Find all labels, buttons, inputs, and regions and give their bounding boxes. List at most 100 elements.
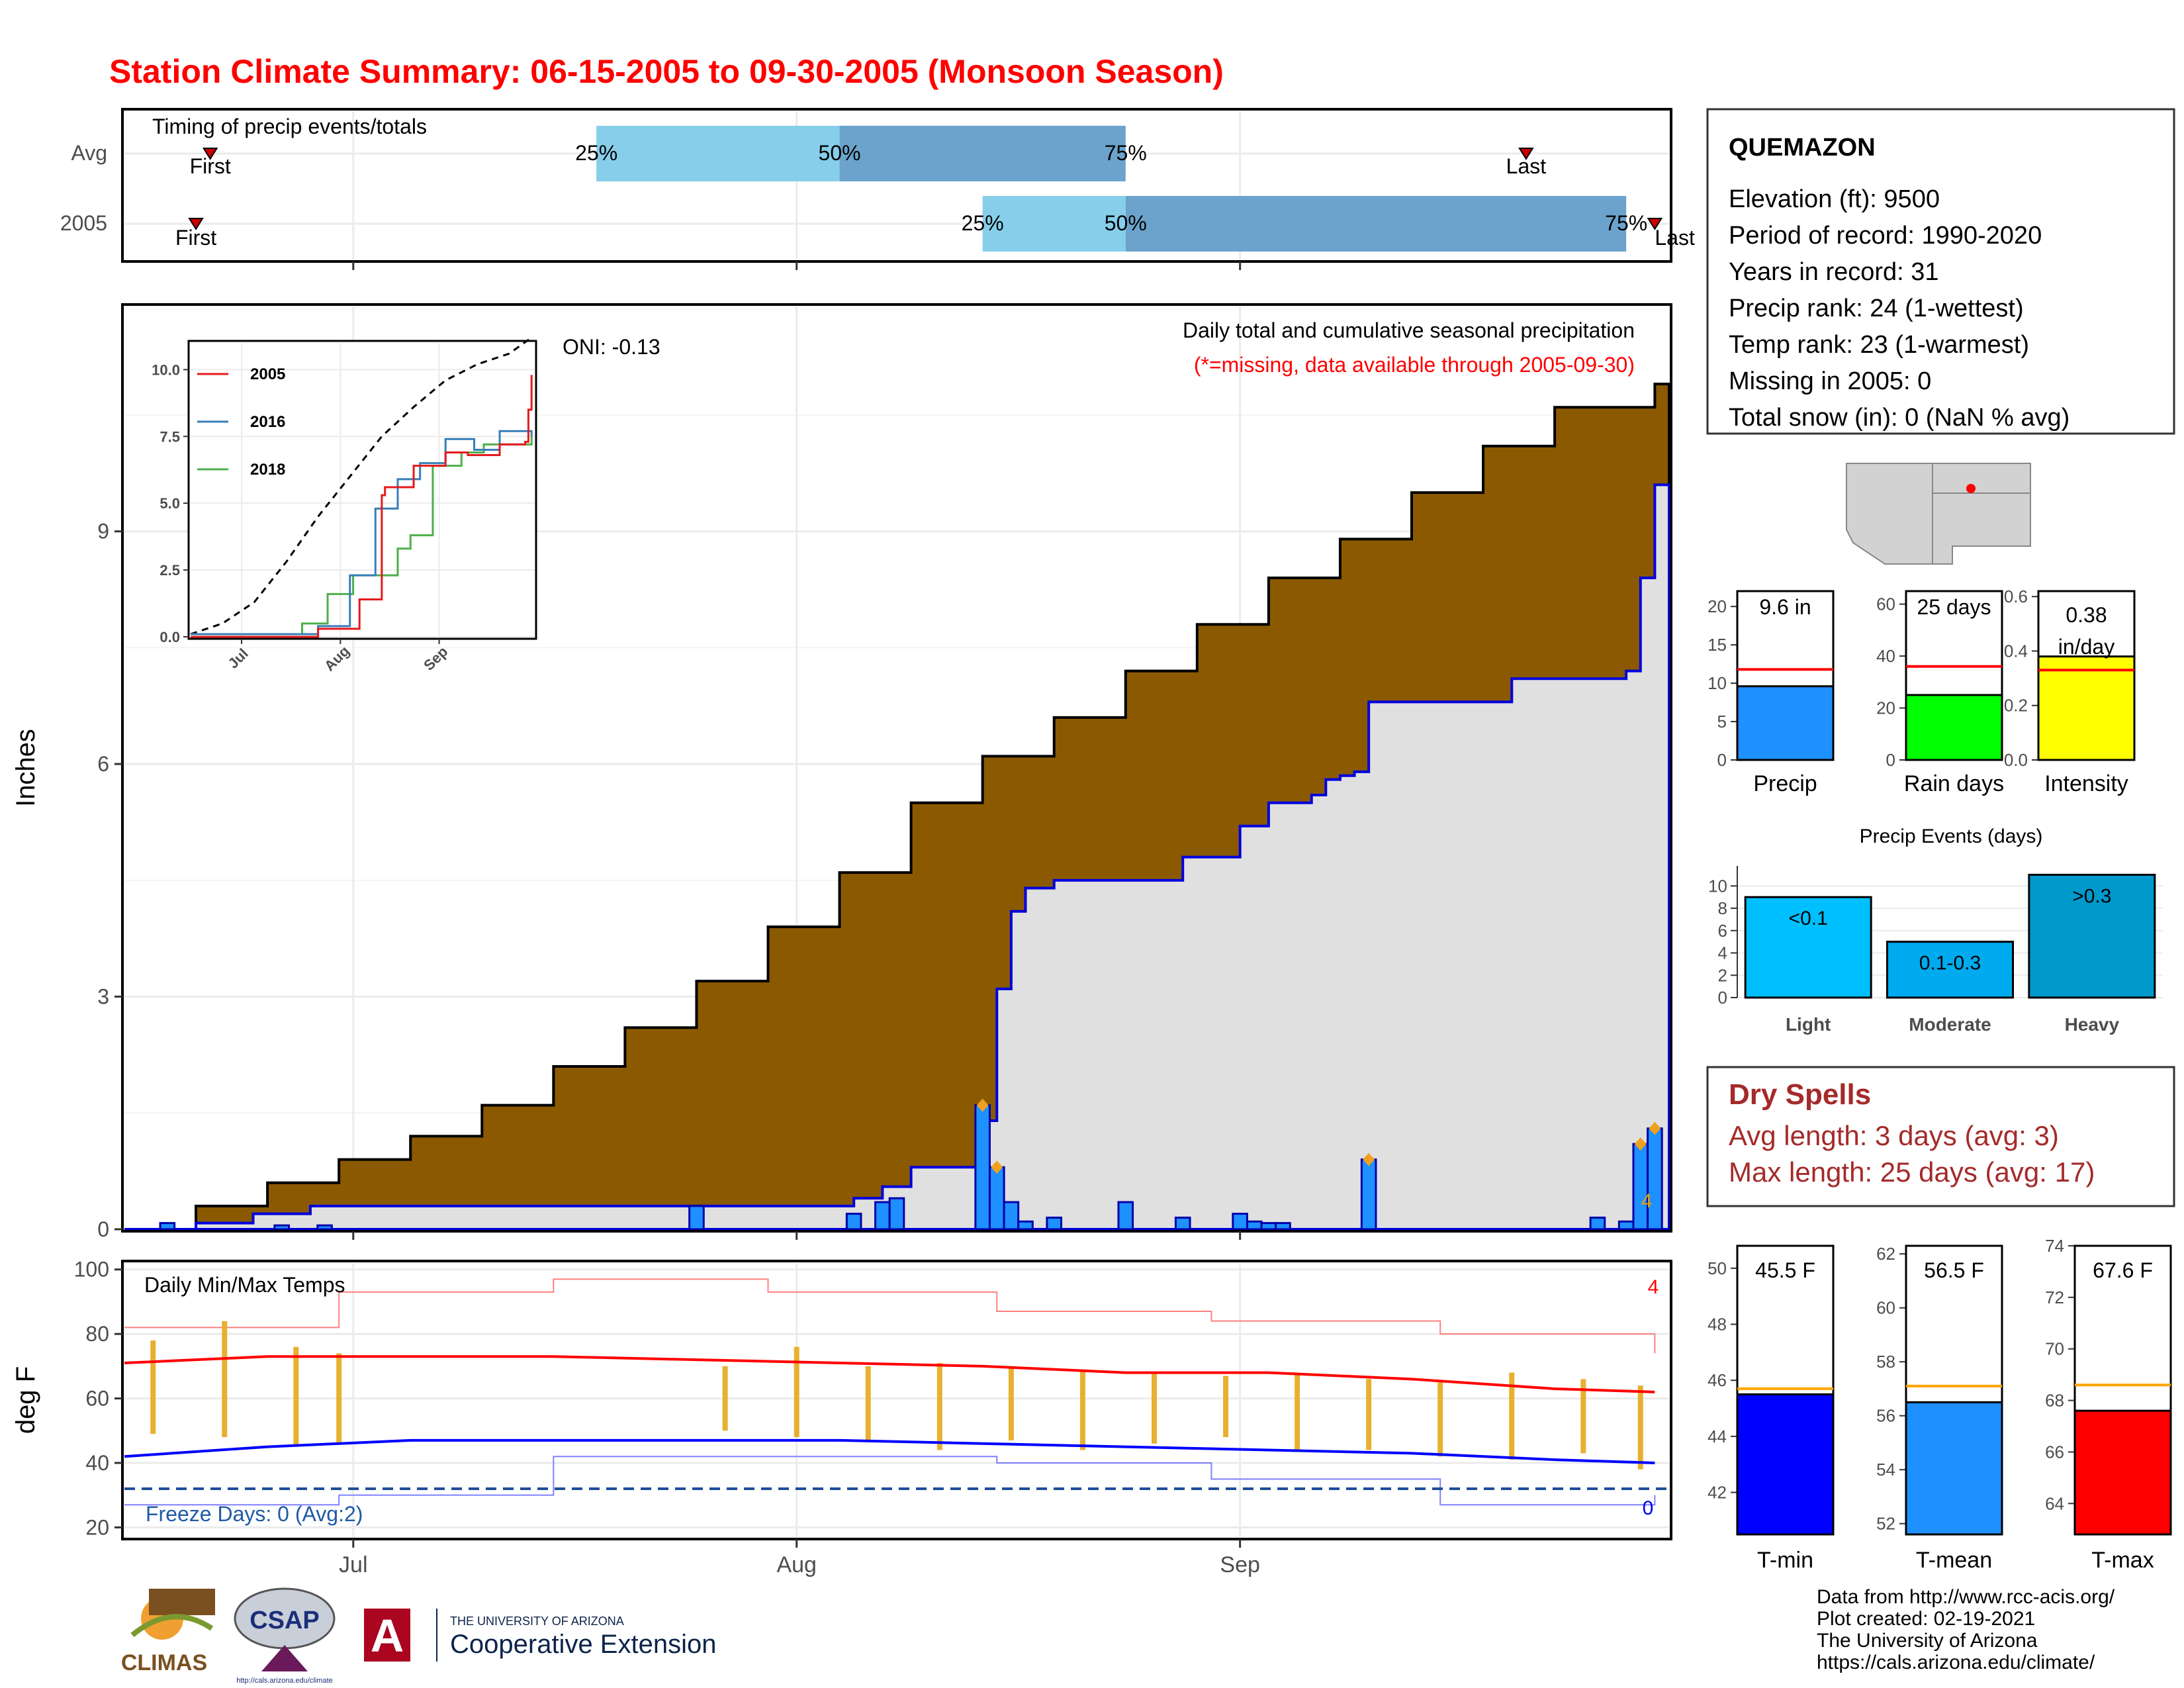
daily-precip-bar: [316, 1224, 333, 1231]
last-event-label: Last: [1655, 226, 1695, 250]
daily-precip-bar: [1246, 1220, 1263, 1231]
summary-bar-panel: 0 5 10 15 20 9.6 in Precip: [1707, 590, 1835, 796]
daily-precip-bar: [1275, 1222, 1291, 1231]
summary-bar-fill: [1905, 694, 2003, 761]
x-axis-month-label: Jul: [339, 1552, 367, 1577]
precip-y-tick-label: 9: [97, 520, 109, 543]
station-info-frame: [1706, 108, 2175, 435]
temp-bar-name: T-min: [1757, 1548, 1813, 1573]
events-category-label: Light: [1786, 1014, 1831, 1035]
station-location-dot: [1966, 484, 1976, 493]
credits: Data from http://www.rcc-acis.org/ Plot …: [1817, 1586, 2115, 1673]
timing-pct-label: 50%: [819, 141, 861, 165]
temp-bar-panel: 42 44 46 48 50 45.5 F T-min: [1707, 1244, 1835, 1573]
temp-bar-y-tick-label: 64: [2045, 1493, 2064, 1513]
temp-y-label: deg F: [11, 1366, 40, 1434]
ua-logo-big-text: Cooperative Extension: [450, 1630, 716, 1659]
temp-bar-y-tick-label: 56: [1876, 1406, 1895, 1426]
temp-panel-title: Daily Min/Max Temps: [144, 1273, 345, 1297]
daily-temp-range-bar: [865, 1366, 871, 1440]
credit-line: The University of Arizona: [1817, 1630, 2038, 1652]
page-title: Station Climate Summary: 06-15-2005 to 0…: [109, 53, 1224, 90]
events-y-tick-label: 6: [1718, 921, 1727, 941]
temp-bar-value-label: 45.5 F: [1755, 1258, 1815, 1282]
temp-bar-y-tick-label: 68: [2045, 1391, 2064, 1411]
temp-bar-y-tick-label: 66: [2045, 1442, 2064, 1462]
summary-y-tick-label: 0.2: [2004, 696, 2028, 716]
station-temp-rank: Temp rank: 23 (1-warmest): [1729, 331, 2029, 359]
climas-logo-band: [149, 1589, 215, 1615]
timing-bar-q1: [982, 196, 1126, 252]
hot-days-count: 4: [1648, 1276, 1659, 1298]
events-bar-label: >0.3: [2072, 885, 2111, 907]
daily-precip-bar: [1260, 1222, 1277, 1231]
daily-temp-range-bar: [1152, 1372, 1157, 1444]
temp-y-tick-label: 40: [85, 1451, 109, 1475]
summary-bar-panel: 0.0 0.2 0.4 0.6 0.38 in/day Intensity: [2004, 586, 2136, 796]
summary-y-tick-label: 0.4: [2004, 641, 2028, 661]
station-years: Years in record: 31: [1729, 258, 1939, 286]
last-event-marker: [1518, 148, 1534, 160]
summary-y-tick-label: 0: [1717, 750, 1727, 770]
daily-precip-bar: [1360, 1158, 1377, 1231]
temp-y-tick-label: 100: [74, 1258, 109, 1282]
station-period: Period of record: 1990-2020: [1729, 222, 2042, 250]
daily-precip-bar: [888, 1197, 905, 1231]
temp-bar-fill: [1905, 1401, 2003, 1536]
summary-y-tick-label: 5: [1717, 712, 1727, 731]
temp-bar-y-tick-label: 70: [2045, 1339, 2064, 1359]
inset-series-line: [191, 436, 533, 635]
summary-y-tick-label: 0: [1886, 750, 1895, 770]
inset-legend-label: 2018: [250, 461, 285, 479]
summary-y-tick-label: 20: [1707, 596, 1727, 616]
daily-precip-bar: [1617, 1220, 1635, 1231]
daily-precip-bar: [1232, 1213, 1248, 1231]
temp-bar-y-tick-label: 62: [1876, 1244, 1895, 1264]
events-category-label: Heavy: [2065, 1014, 2120, 1035]
daily-precip-bar: [1632, 1143, 1649, 1231]
climas-logo-text: CLIMAS: [121, 1650, 207, 1675]
locator-map: [1846, 463, 2032, 565]
summary-value-label: 9.6 in: [1759, 595, 1811, 619]
ua-logo-block-a: [364, 1609, 410, 1662]
first-event-label: First: [175, 226, 216, 250]
record-low-line: [124, 1456, 1656, 1506]
daily-temp-range-bar: [1223, 1376, 1229, 1438]
first-event-marker: [202, 148, 218, 160]
station-info-box: QUEMAZON Elevation (ft): 9500 Period of …: [1706, 108, 2175, 435]
last-event-marker: [1647, 218, 1663, 230]
climas-logo: CLIMAS: [121, 1589, 215, 1675]
summary-bar-fill: [1736, 685, 1835, 761]
daily-temp-range-bar: [1366, 1379, 1372, 1450]
temp-bar-fill: [1736, 1393, 1835, 1536]
timing-bar-q1: [596, 126, 840, 181]
precip-events-title: Precip Events (days): [1860, 825, 2043, 847]
temp-bar-y-tick-label: 50: [1707, 1258, 1727, 1278]
daily-temp-range-bar: [1509, 1372, 1515, 1460]
inset-y-tick-label: 10.0: [152, 361, 180, 378]
credit-line: Plot created: 02-19-2021: [1817, 1608, 2035, 1630]
events-y-tick-label: 10: [1708, 876, 1727, 896]
inset-series-line: [191, 375, 533, 638]
dry-spells-box: Dry Spells Avg length: 3 days (avg: 3) M…: [1706, 1066, 2175, 1207]
csap-logo: CSAP http://cals.arizona.edu/climate: [234, 1587, 336, 1685]
timing-panel: Timing of precip events/totals Avg 2005 …: [60, 108, 1695, 270]
timing-pct-label: 25%: [962, 211, 1004, 235]
avg-min-line: [124, 1438, 1655, 1464]
x-axis-month-label: Aug: [776, 1552, 817, 1577]
heavy-event-marker: [976, 1098, 989, 1112]
timing-bar-q2: [1125, 196, 1627, 252]
credit-line: https://cals.arizona.edu/climate/: [1817, 1652, 2095, 1673]
timing-pct-label: 75%: [1605, 211, 1647, 235]
csap-logo-text: CSAP: [250, 1607, 320, 1634]
temp-y-tick-label: 20: [85, 1515, 109, 1539]
daily-precip-bar: [1003, 1201, 1020, 1231]
precip-events-chart: Precip Events (days) 0 246 810 <0.1 Light 0.1…: [1708, 825, 2163, 1035]
temp-bar-y-tick-label: 54: [1876, 1460, 1895, 1479]
climas-logo-swoosh: [130, 1614, 214, 1638]
dry-spells-max: Max length: 25 days (avg: 17): [1729, 1156, 2095, 1188]
events-y-tick-label: 2: [1718, 965, 1727, 985]
heavy-event-marker: [1649, 1121, 1661, 1135]
